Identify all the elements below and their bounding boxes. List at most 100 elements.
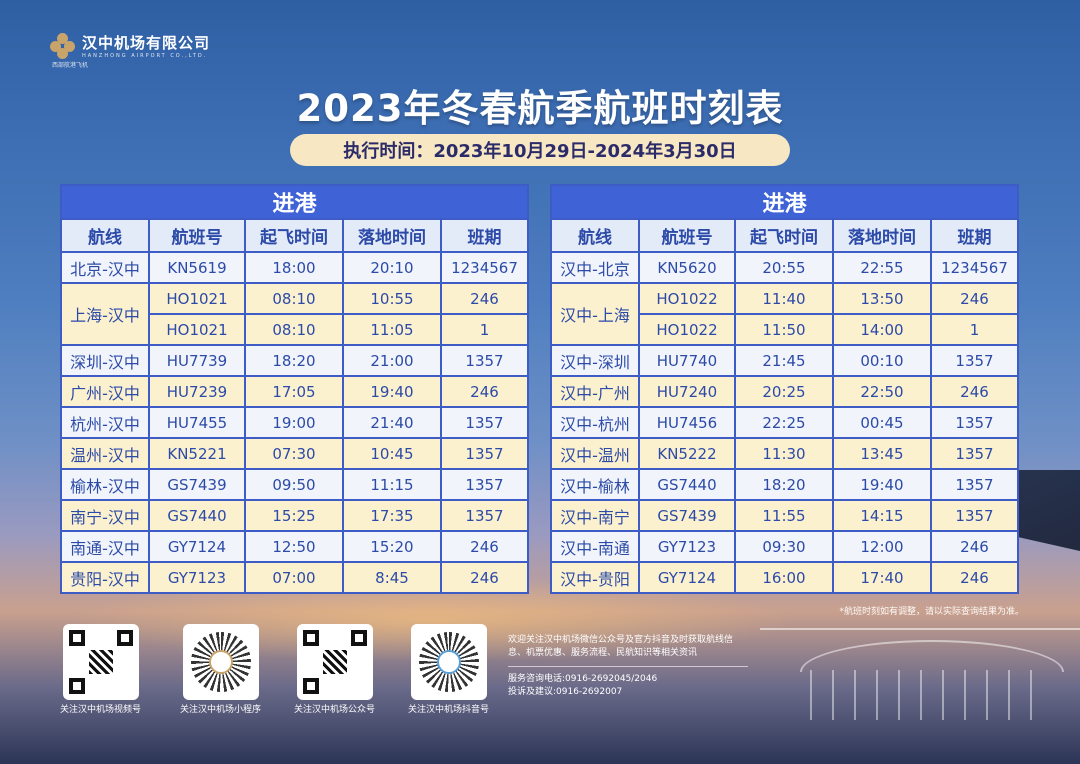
- arrivals-header: 进港: [60, 184, 529, 220]
- days-cell: 246: [930, 530, 1019, 563]
- arr-cell: 14:15: [832, 499, 932, 532]
- arr-cell: 21:00: [342, 344, 442, 377]
- route-cell: 汉中-杭州: [550, 406, 640, 439]
- route-cell: 汉中-贵阳: [550, 561, 640, 594]
- route-cell: 上海-汉中: [60, 282, 150, 346]
- dep-cell: 09:30: [734, 530, 834, 563]
- arr-cell: 11:15: [342, 468, 442, 501]
- company-name: 汉中机场有限公司: [82, 34, 211, 52]
- arr-cell: 19:40: [832, 468, 932, 501]
- days-cell: 246: [440, 530, 529, 563]
- route-cell: 汉中-榆林: [550, 468, 640, 501]
- table-row: 上海-汉中 HO1021 08:10 10:55 246: [60, 282, 529, 346]
- complaint-phone: 投诉及建议:0916-2692007: [508, 687, 623, 697]
- departures-table: 进港 航线 航班号 起飞时间 落地时间 班期 汉中-北京 KN5620 20:55 2…: [550, 184, 1019, 594]
- qr-code-icon: [64, 626, 137, 698]
- dep-cell: 12:50: [244, 530, 344, 563]
- validity-period: 执行时间：2023年10月29日-2024年3月30日: [290, 134, 790, 166]
- table-row: 深圳-汉中 HU7739 18:20 21:00 1357: [60, 344, 529, 377]
- table-row: 汉中-榆林 GS7440 18:20 19:40 1357: [550, 468, 1019, 501]
- col-dep: 起飞时间: [734, 218, 834, 253]
- days-cell: 1357: [440, 437, 529, 470]
- route-cell: 南宁-汉中: [60, 499, 150, 532]
- table-row: 汉中-南通 GY7123 09:30 12:00 246: [550, 530, 1019, 563]
- qr-official-account[interactable]: 关注汉中机场公众号: [294, 626, 375, 715]
- table-row: 汉中-广州 HU7240 20:25 22:50 246: [550, 375, 1019, 408]
- arr-cell: 15:20: [342, 530, 442, 563]
- qr-code-icon: [298, 626, 371, 698]
- col-flight: 航班号: [638, 218, 736, 253]
- dep-cell: 17:05: [244, 375, 344, 408]
- dep-cell: 21:45: [734, 344, 834, 377]
- col-arr: 落地时间: [342, 218, 442, 253]
- dep-cell: 20:55: [734, 251, 834, 284]
- route-cell: 广州-汉中: [60, 375, 150, 408]
- route-cell: 汉中-北京: [550, 251, 640, 284]
- dep-cell: 19:00: [244, 406, 344, 439]
- schedule-note: *航班时刻如有调整，请以实际查询结果为准。: [839, 607, 1024, 617]
- arr-cell: 10:55: [342, 282, 442, 315]
- flight-cell: HO1022: [638, 313, 736, 346]
- company-name-en: HANZHONG AIRPORT CO.,LTD.: [82, 53, 208, 59]
- table-row: 汉中-南宁 GS7439 11:55 14:15 1357: [550, 499, 1019, 532]
- days-cell: 246: [930, 375, 1019, 408]
- days-cell: 1234567: [440, 251, 529, 284]
- qr-miniprogram[interactable]: 关注汉中机场小程序: [180, 626, 261, 715]
- table-row: 杭州-汉中 HU7455 19:00 21:40 1357: [60, 406, 529, 439]
- flight-cell: HU7739: [148, 344, 246, 377]
- flight-cell: GY7124: [638, 561, 736, 594]
- qr-video[interactable]: 关注汉中机场视频号: [60, 626, 141, 715]
- table-row: 汉中-深圳 HU7740 21:45 00:10 1357: [550, 344, 1019, 377]
- flight-cell: GY7123: [638, 530, 736, 563]
- days-cell: 1234567: [930, 251, 1019, 284]
- col-flight: 航班号: [148, 218, 246, 253]
- arrivals-table: 进港 航线 航班号 起飞时间 落地时间 班期 北京-汉中 KN5619 18:00 2…: [60, 184, 529, 594]
- flight-cell: KN5222: [638, 437, 736, 470]
- route-cell: 南通-汉中: [60, 530, 150, 563]
- days-cell: 1357: [930, 344, 1019, 377]
- arr-cell: 21:40: [342, 406, 442, 439]
- days-cell: 246: [440, 375, 529, 408]
- days-cell: 1: [930, 313, 1019, 346]
- flight-cell: HU7240: [638, 375, 736, 408]
- route-cell: 贵阳-汉中: [60, 561, 150, 594]
- route-cell: 榆林-汉中: [60, 468, 150, 501]
- flight-cell: GS7440: [638, 468, 736, 501]
- days-cell: 246: [440, 561, 529, 594]
- col-arr: 落地时间: [832, 218, 932, 253]
- flight-cell: HO1022: [638, 282, 736, 315]
- col-route: 航线: [550, 218, 640, 253]
- flight-cell: HO1021: [148, 282, 246, 315]
- route-cell: 温州-汉中: [60, 437, 150, 470]
- arr-cell: 13:50: [832, 282, 932, 315]
- table-row: 汉中-贵阳 GY7124 16:00 17:40 246: [550, 561, 1019, 594]
- arr-cell: 11:05: [342, 313, 442, 346]
- flight-cell: GY7123: [148, 561, 246, 594]
- arr-cell: 10:45: [342, 437, 442, 470]
- route-cell: 汉中-上海: [550, 282, 640, 346]
- days-cell: 1357: [930, 499, 1019, 532]
- arr-cell: 17:40: [832, 561, 932, 594]
- route-cell: 汉中-深圳: [550, 344, 640, 377]
- col-route: 航线: [60, 218, 150, 253]
- days-cell: 246: [930, 282, 1019, 315]
- table-row: 温州-汉中 KN5221 07:30 10:45 1357: [60, 437, 529, 470]
- dep-cell: 11:55: [734, 499, 834, 532]
- contact-info: 欢迎关注汉中机场微信公众号及官方抖音及时获取航线信息、机票优惠、服务流程、民航知…: [508, 634, 748, 699]
- days-cell: 1357: [440, 406, 529, 439]
- days-cell: 1357: [440, 468, 529, 501]
- arr-cell: 22:50: [832, 375, 932, 408]
- table-row: 南通-汉中 GY7124 12:50 15:20 246: [60, 530, 529, 563]
- dep-cell: 09:50: [244, 468, 344, 501]
- qr-douyin[interactable]: 关注汉中机场抖音号: [408, 626, 489, 715]
- flight-cell: KN5221: [148, 437, 246, 470]
- arr-cell: 19:40: [342, 375, 442, 408]
- days-cell: 1357: [930, 437, 1019, 470]
- douyin-code-icon: [412, 626, 485, 698]
- table-row: 汉中-上海 HO1022 11:40 13:50 246: [550, 282, 1019, 346]
- days-cell: 1357: [440, 499, 529, 532]
- dep-cell: 18:20: [244, 344, 344, 377]
- dep-cell: 11:50: [734, 313, 834, 346]
- route-cell: 北京-汉中: [60, 251, 150, 284]
- flight-cell: HU7239: [148, 375, 246, 408]
